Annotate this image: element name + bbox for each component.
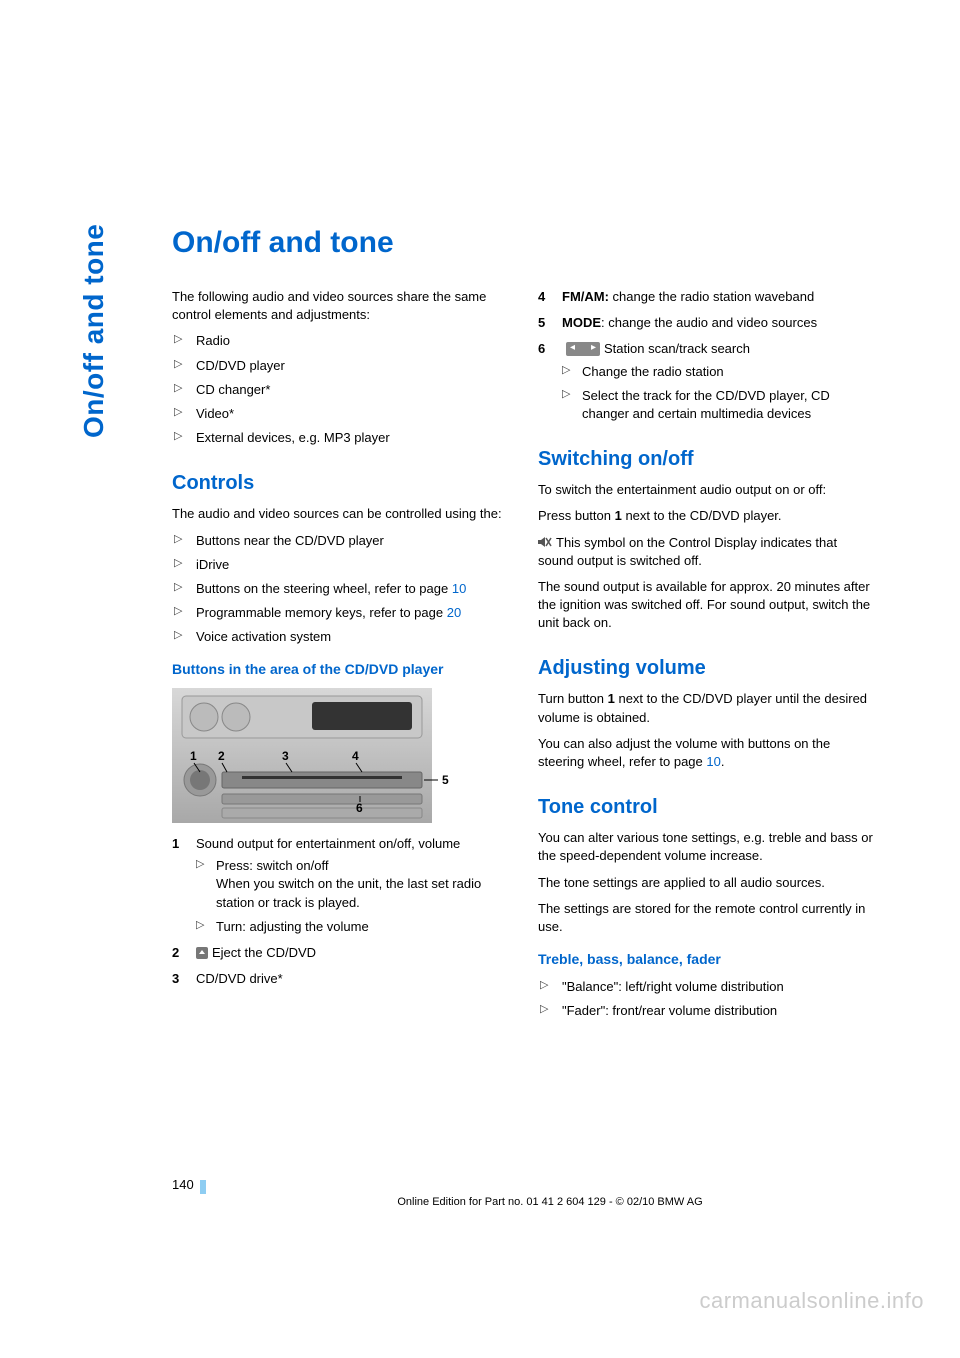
list-item: "Fader": front/rear volume distribution xyxy=(538,1002,876,1020)
page-link[interactable]: 10 xyxy=(452,581,466,596)
list-item: External devices, e.g. MP3 player xyxy=(172,429,510,447)
list-item: Buttons on the steering wheel, refer to … xyxy=(172,580,510,598)
page-number: 140 xyxy=(172,1177,194,1192)
volume-p2: You can also adjust the volume with butt… xyxy=(538,735,876,771)
list-item: Change the radio station xyxy=(562,363,876,381)
list-item: 6 Station scan/track search Change the r… xyxy=(538,340,876,423)
watermark-text: carmanualsonline.info xyxy=(699,1288,924,1314)
eject-icon xyxy=(196,947,208,959)
list-item: 4 FM/AM: change the radio station waveba… xyxy=(538,288,876,306)
controls-heading: Controls xyxy=(172,469,510,497)
sidebar-section-label: On/off and tone xyxy=(78,224,110,438)
copyright-line: Online Edition for Part no. 01 41 2 604 … xyxy=(222,1196,878,1208)
switching-p2: Press button 1 next to the CD/DVD player… xyxy=(538,507,876,525)
controls-intro: The audio and video sources can be contr… xyxy=(172,505,510,523)
right-column: 4 FM/AM: change the radio station waveba… xyxy=(538,288,876,1034)
page-link[interactable]: 20 xyxy=(447,605,461,620)
svg-text:3: 3 xyxy=(282,749,289,763)
controls-continued-list: 4 FM/AM: change the radio station waveba… xyxy=(538,288,876,423)
list-item: Voice activation system xyxy=(172,628,510,646)
tone-list: "Balance": left/right volume distributio… xyxy=(538,978,876,1020)
list-item: Press: switch on/off When you switch on … xyxy=(196,857,510,912)
mute-icon xyxy=(538,535,552,547)
buttons-numbered-list: 1 Sound output for entertainment on/off,… xyxy=(172,835,510,988)
sub-list: Change the radio station Select the trac… xyxy=(562,363,876,424)
cd-dvd-player-illustration: 1 2 3 4 5 6 xyxy=(172,688,462,823)
svg-text:4: 4 xyxy=(352,749,359,763)
volume-p1: Turn button 1 next to the CD/DVD player … xyxy=(538,690,876,726)
page-number-bar xyxy=(200,1180,206,1194)
list-item: 1 Sound output for entertainment on/off,… xyxy=(172,835,510,936)
list-item: Radio xyxy=(172,332,510,350)
list-item: CD changer* xyxy=(172,381,510,399)
list-item: 2 Eject the CD/DVD xyxy=(172,944,510,962)
list-item: 3 CD/DVD drive* xyxy=(172,970,510,988)
controls-list: Buttons near the CD/DVD player iDrive Bu… xyxy=(172,532,510,647)
left-column: The following audio and video sources sh… xyxy=(172,288,510,1034)
list-item: Turn: adjusting the volume xyxy=(196,918,510,936)
sources-list: Radio CD/DVD player CD changer* Video* E… xyxy=(172,332,510,447)
page-title: On/off and tone xyxy=(172,226,878,260)
svg-text:2: 2 xyxy=(218,749,225,763)
svg-text:6: 6 xyxy=(356,801,363,815)
svg-text:1: 1 xyxy=(190,749,197,763)
list-item: CD/DVD player xyxy=(172,357,510,375)
list-item: Video* xyxy=(172,405,510,423)
tone-p1: You can alter various tone settings, e.g… xyxy=(538,829,876,865)
switching-p3: This symbol on the Control Display indic… xyxy=(538,534,876,570)
list-item: Select the track for the CD/DVD player, … xyxy=(562,387,876,423)
tone-p3: The settings are stored for the remote c… xyxy=(538,900,876,936)
list-item: Buttons near the CD/DVD player xyxy=(172,532,510,550)
sub-list: Press: switch on/off When you switch on … xyxy=(196,857,510,936)
scan-track-icon xyxy=(566,342,600,356)
list-item: 5 MODE: change the audio and video sourc… xyxy=(538,314,876,332)
page-number-row: 140 xyxy=(172,1177,878,1192)
page-footer: 140 Online Edition for Part no. 01 41 2 … xyxy=(172,1177,878,1208)
content-columns: The following audio and video sources sh… xyxy=(172,288,878,1034)
list-item: "Balance": left/right volume distributio… xyxy=(538,978,876,996)
page-link[interactable]: 10 xyxy=(706,754,720,769)
switching-p4: The sound output is available for approx… xyxy=(538,578,876,633)
volume-heading: Adjusting volume xyxy=(538,654,876,682)
buttons-heading: Buttons in the area of the CD/DVD player xyxy=(172,660,510,680)
list-item: iDrive xyxy=(172,556,510,574)
switching-heading: Switching on/off xyxy=(538,445,876,473)
tone-p2: The tone settings are applied to all aud… xyxy=(538,874,876,892)
switching-p1: To switch the entertainment audio output… xyxy=(538,481,876,499)
svg-text:5: 5 xyxy=(442,773,449,787)
list-item: Programmable memory keys, refer to page … xyxy=(172,604,510,622)
tone-heading: Tone control xyxy=(538,793,876,821)
intro-text: The following audio and video sources sh… xyxy=(172,288,510,324)
tone-sub-heading: Treble, bass, balance, fader xyxy=(538,950,876,970)
manual-page: On/off and tone On/off and tone The foll… xyxy=(0,0,960,1358)
